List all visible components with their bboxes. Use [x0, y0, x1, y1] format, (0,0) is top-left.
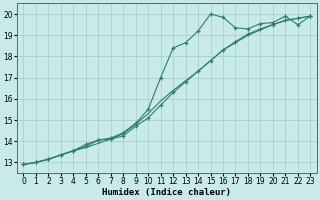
X-axis label: Humidex (Indice chaleur): Humidex (Indice chaleur): [102, 188, 231, 197]
